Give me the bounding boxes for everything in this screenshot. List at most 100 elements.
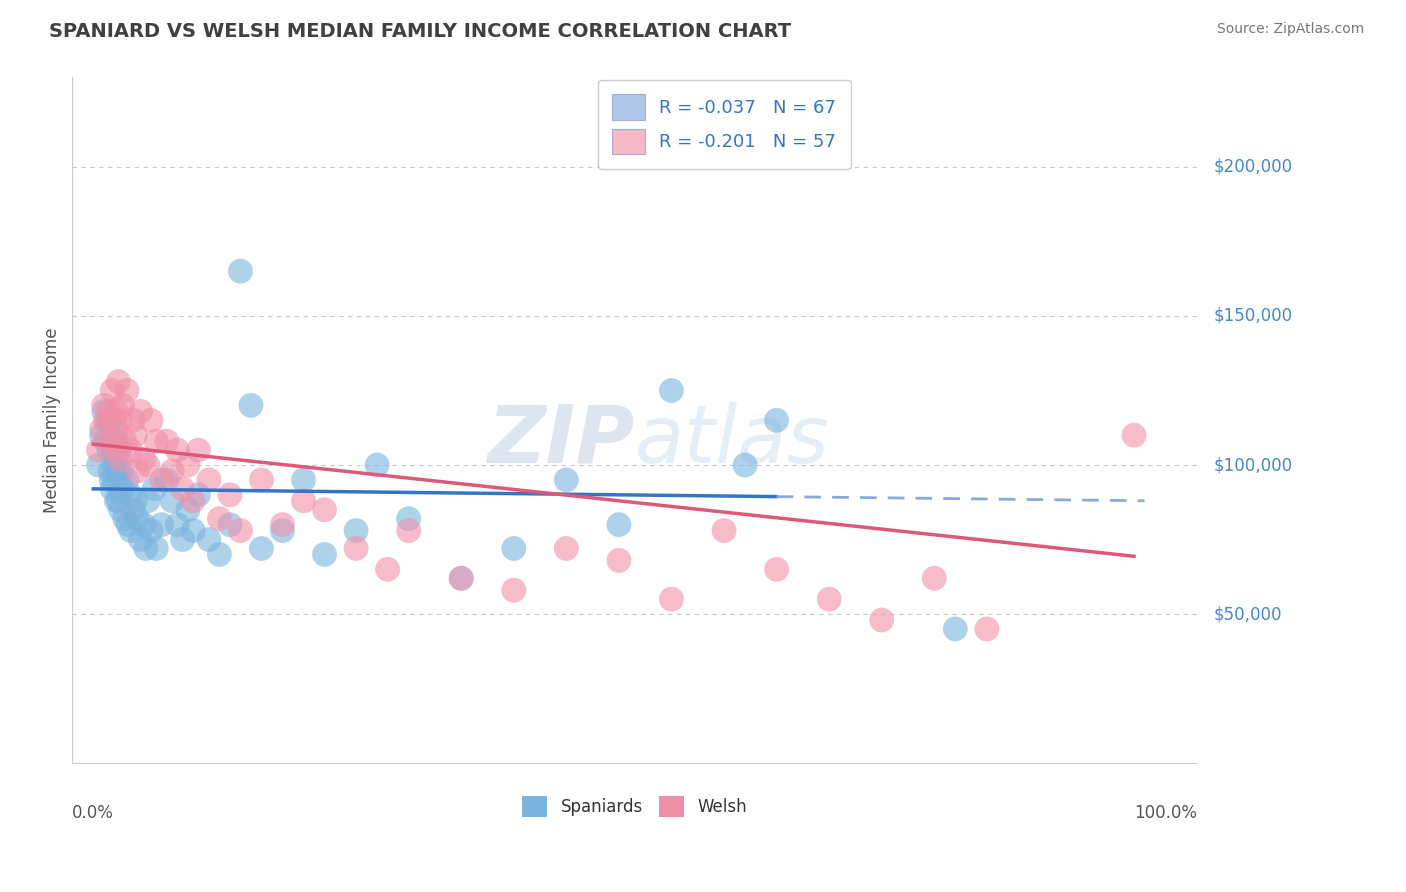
Point bbox=[107, 464, 129, 478]
Point bbox=[555, 541, 578, 556]
Point bbox=[118, 488, 141, 502]
Point bbox=[219, 488, 242, 502]
Point bbox=[105, 452, 128, 467]
Point bbox=[100, 473, 122, 487]
Point bbox=[122, 502, 145, 516]
Point bbox=[94, 434, 117, 449]
Point bbox=[250, 473, 273, 487]
Point bbox=[90, 428, 112, 442]
Point bbox=[129, 533, 152, 547]
Point bbox=[132, 452, 155, 467]
Point bbox=[976, 622, 998, 636]
Point bbox=[172, 533, 194, 547]
Point bbox=[98, 434, 121, 449]
Y-axis label: Median Family Income: Median Family Income bbox=[44, 327, 60, 513]
Point bbox=[103, 413, 125, 427]
Point bbox=[120, 524, 142, 538]
Point bbox=[198, 533, 221, 547]
Point bbox=[101, 434, 124, 449]
Point bbox=[98, 443, 121, 458]
Point bbox=[145, 434, 167, 449]
Point bbox=[181, 493, 204, 508]
Point bbox=[208, 548, 231, 562]
Point bbox=[187, 443, 209, 458]
Point bbox=[93, 398, 115, 412]
Point bbox=[127, 464, 149, 478]
Point bbox=[114, 511, 136, 525]
Point bbox=[132, 517, 155, 532]
Point bbox=[145, 541, 167, 556]
Point bbox=[124, 493, 146, 508]
Point bbox=[450, 571, 472, 585]
Point bbox=[90, 422, 112, 436]
Point bbox=[271, 524, 294, 538]
Point bbox=[87, 458, 110, 472]
Text: atlas: atlas bbox=[634, 402, 830, 480]
Point bbox=[101, 384, 124, 398]
Point bbox=[314, 548, 336, 562]
Point bbox=[502, 583, 524, 598]
Point bbox=[117, 517, 139, 532]
Point bbox=[818, 592, 841, 607]
Point bbox=[93, 404, 115, 418]
Point bbox=[114, 434, 136, 449]
Point bbox=[172, 482, 194, 496]
Text: $50,000: $50,000 bbox=[1213, 605, 1282, 624]
Point bbox=[314, 502, 336, 516]
Point bbox=[107, 493, 129, 508]
Point bbox=[177, 458, 200, 472]
Point bbox=[104, 434, 127, 449]
Legend: Spaniards, Welsh: Spaniards, Welsh bbox=[516, 789, 754, 823]
Point bbox=[156, 434, 179, 449]
Point bbox=[103, 458, 125, 472]
Point bbox=[219, 517, 242, 532]
Point bbox=[292, 493, 315, 508]
Point bbox=[118, 443, 141, 458]
Point bbox=[107, 473, 129, 487]
Point bbox=[870, 613, 893, 627]
Point bbox=[110, 413, 132, 427]
Point bbox=[105, 404, 128, 418]
Point bbox=[502, 541, 524, 556]
Point bbox=[103, 443, 125, 458]
Point bbox=[139, 524, 162, 538]
Point bbox=[111, 398, 134, 412]
Text: SPANIARD VS WELSH MEDIAN FAMILY INCOME CORRELATION CHART: SPANIARD VS WELSH MEDIAN FAMILY INCOME C… bbox=[49, 22, 792, 41]
Point bbox=[377, 562, 399, 576]
Point bbox=[129, 404, 152, 418]
Point bbox=[181, 524, 204, 538]
Point bbox=[103, 473, 125, 487]
Point bbox=[156, 473, 179, 487]
Point bbox=[115, 473, 138, 487]
Point bbox=[734, 458, 756, 472]
Point bbox=[87, 443, 110, 458]
Point bbox=[398, 524, 420, 538]
Point bbox=[366, 458, 388, 472]
Point bbox=[105, 493, 128, 508]
Point bbox=[208, 511, 231, 525]
Point bbox=[136, 458, 159, 472]
Point bbox=[135, 541, 157, 556]
Point bbox=[765, 413, 787, 427]
Text: 100.0%: 100.0% bbox=[1135, 805, 1197, 822]
Point bbox=[229, 264, 252, 278]
Point bbox=[450, 571, 472, 585]
Point bbox=[101, 482, 124, 496]
Point bbox=[150, 517, 173, 532]
Point bbox=[111, 464, 134, 478]
Point bbox=[661, 592, 683, 607]
Point bbox=[229, 524, 252, 538]
Point bbox=[943, 622, 966, 636]
Point bbox=[115, 384, 138, 398]
Point bbox=[124, 428, 146, 442]
Point bbox=[98, 413, 121, 427]
Point bbox=[198, 473, 221, 487]
Point bbox=[344, 524, 367, 538]
Point bbox=[661, 384, 683, 398]
Point bbox=[104, 422, 127, 436]
Point bbox=[398, 511, 420, 525]
Text: $150,000: $150,000 bbox=[1213, 307, 1294, 325]
Point bbox=[107, 443, 129, 458]
Point bbox=[713, 524, 735, 538]
Point bbox=[160, 493, 183, 508]
